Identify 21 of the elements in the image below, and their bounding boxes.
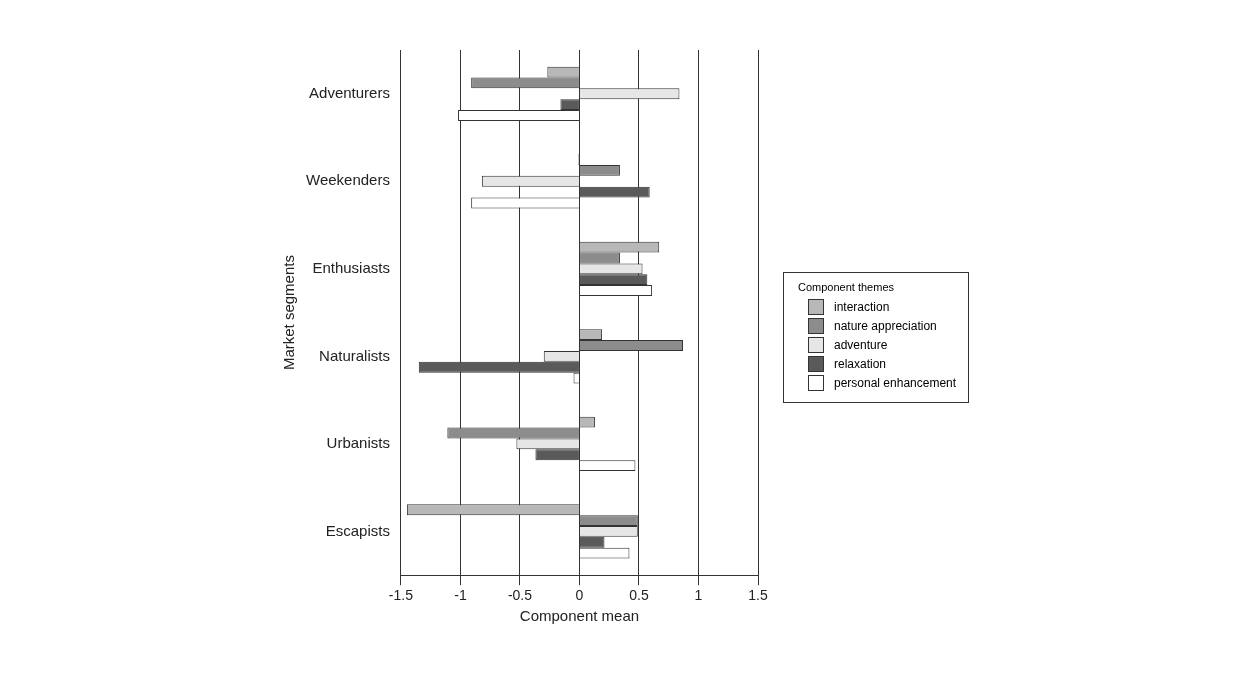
y-tick-label: Naturalists [319,346,390,364]
x-tick-label: -1 [454,587,467,604]
x-tick-label: 1.5 [748,587,768,604]
y-tick-label: Weekenders [306,171,390,189]
x-axis-title: Component mean [519,607,640,625]
legend-title: Component themes [798,281,895,293]
x-tick-label: 0.5 [629,587,649,604]
x-tick-label: 0 [575,587,584,604]
x-tick-label: -0.5 [507,587,533,604]
y-tick-label: Escapists [325,521,390,539]
legend-label: interaction [834,300,890,314]
legend-label: relaxation [834,357,887,371]
y-axis-title: Market segments [280,255,298,371]
x-tick-label: -1.5 [388,587,414,604]
legend-label: adventure [834,338,888,352]
y-tick-label: Urbanists [326,434,390,452]
y-tick-label: Adventurers [309,83,390,101]
y-tick-label: Enthusiasts [312,258,390,276]
legend-label: nature appreciation [834,319,937,333]
text: personal enhancement [834,376,957,390]
x-tick-label: 1 [694,587,703,604]
